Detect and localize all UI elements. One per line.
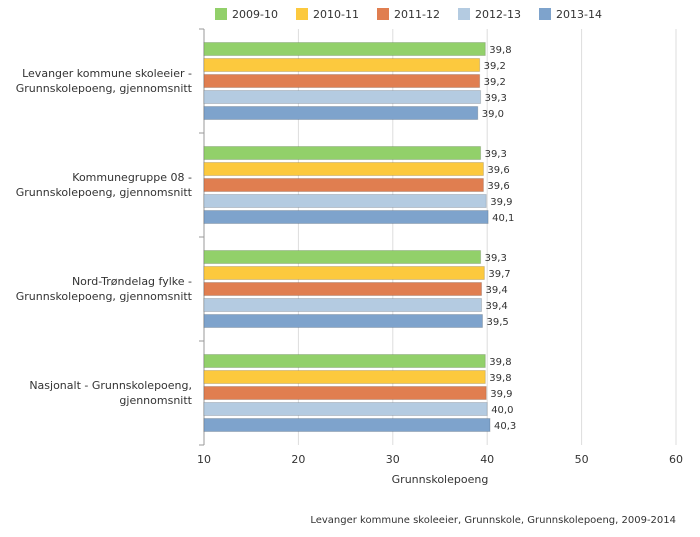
x-tick-label: 60 <box>669 453 683 466</box>
bar <box>203 402 488 416</box>
x-tick-label: 40 <box>480 453 494 466</box>
x-axis-label: Grunnskolepoeng <box>392 473 489 486</box>
value-label: 39,6 <box>487 165 509 176</box>
value-label: 39,3 <box>485 253 507 264</box>
legend-swatch <box>539 8 551 20</box>
value-label: 39,3 <box>485 149 507 160</box>
value-label: 40,3 <box>494 421 516 432</box>
value-label: 39,7 <box>488 269 510 280</box>
bar <box>203 370 486 384</box>
x-tick-label: 10 <box>197 453 211 466</box>
bar <box>203 106 479 120</box>
value-label: 39,3 <box>485 93 507 104</box>
legend-label: 2009-10 <box>232 8 278 21</box>
bar <box>203 58 481 72</box>
bar <box>203 146 482 160</box>
bar <box>203 282 483 296</box>
legend-label: 2010-11 <box>313 8 359 21</box>
value-label: 39,9 <box>490 389 512 400</box>
value-label: 39,4 <box>486 301 508 312</box>
value-label: 39,6 <box>487 181 509 192</box>
value-label: 39,5 <box>486 317 508 328</box>
bar <box>203 90 482 104</box>
source-note: Levanger kommune skoleeier, Grunnskole, … <box>310 515 676 526</box>
x-tick-label: 50 <box>575 453 589 466</box>
bar <box>203 250 482 264</box>
legend-swatch <box>296 8 308 20</box>
bar <box>203 354 486 368</box>
y-tick-label: Nasjonalt - Grunnskolepoeng, gjennomsnit… <box>29 379 192 407</box>
y-tick-label: Levanger kommune skoleeier - Grunnskolep… <box>15 67 192 95</box>
value-label: 39,2 <box>484 77 506 88</box>
bar <box>203 298 483 312</box>
value-label: 39,8 <box>489 357 511 368</box>
value-label: 39,0 <box>482 109 504 120</box>
x-tick-label: 30 <box>386 453 400 466</box>
legend-label: 2012-13 <box>475 8 521 21</box>
bar <box>203 314 483 328</box>
bar <box>203 178 484 192</box>
bar <box>203 386 487 400</box>
bar <box>203 162 484 176</box>
value-label: 40,1 <box>492 213 514 224</box>
y-tick-label: Kommunegruppe 08 - Grunnskolepoeng, gjen… <box>15 171 192 199</box>
bar <box>203 418 491 432</box>
value-label: 39,8 <box>489 373 511 384</box>
value-label: 39,2 <box>484 61 506 72</box>
legend-swatch <box>458 8 470 20</box>
value-label: 39,9 <box>490 197 512 208</box>
legend-swatch <box>377 8 389 20</box>
legend-label: 2013-14 <box>556 8 602 21</box>
value-label: 39,8 <box>489 45 511 56</box>
x-tick-label: 20 <box>291 453 305 466</box>
legend-swatch <box>215 8 227 20</box>
legend-label: 2011-12 <box>394 8 440 21</box>
bar <box>203 74 481 88</box>
value-label: 40,0 <box>491 405 513 416</box>
bar <box>203 266 485 280</box>
bar <box>203 42 486 56</box>
bar <box>203 194 487 208</box>
bar <box>203 210 489 224</box>
value-label: 39,4 <box>486 285 508 296</box>
y-tick-label: Nord-Trøndelag fylke - Grunnskolepoeng, … <box>15 275 192 303</box>
